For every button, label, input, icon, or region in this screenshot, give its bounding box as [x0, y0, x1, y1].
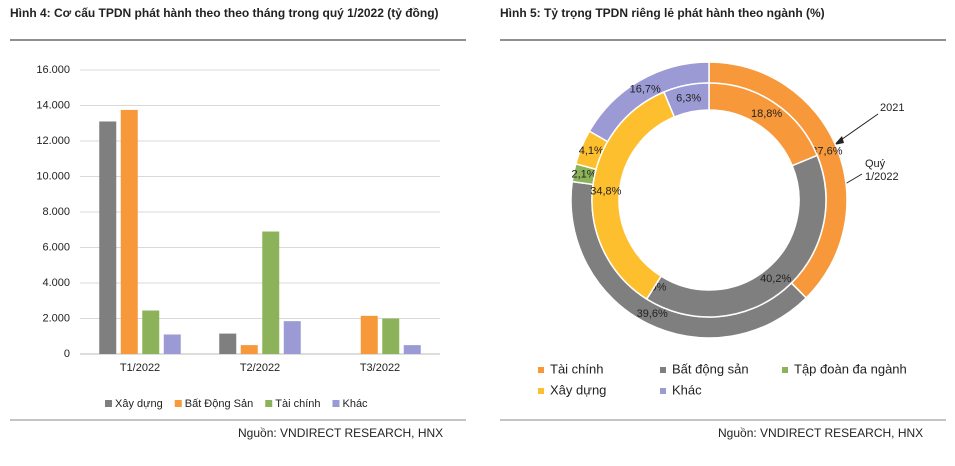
legend-label: Tài chính [550, 361, 603, 376]
data-label: 18,8% [751, 108, 782, 120]
x-tick-label: T2/2022 [240, 362, 280, 374]
legend-swatch [174, 400, 182, 407]
bar [99, 121, 117, 354]
bar [360, 315, 378, 354]
legend-label: Khác [672, 382, 702, 397]
bar [262, 231, 280, 354]
data-label: 39,6% [637, 308, 668, 320]
legend-swatch [105, 400, 112, 407]
bar [219, 333, 237, 354]
y-tick-label: 14.000 [36, 99, 70, 111]
data-label: 2,1% [571, 169, 596, 181]
y-tick-label: 4.000 [42, 277, 70, 289]
legend-label: Bất động sản [672, 361, 749, 376]
legend-swatch [660, 388, 666, 394]
legend-swatch [538, 367, 544, 373]
y-tick-label: 2.000 [42, 312, 70, 324]
bar [142, 310, 160, 354]
source: Nguồn: VNDIRECT RESEARCH, HNX [238, 426, 444, 440]
donut-slice [662, 82, 710, 118]
data-label: 6,3% [676, 92, 701, 104]
legend-swatch [332, 400, 340, 407]
legend-swatch [660, 367, 666, 373]
ring-label: 2021 [880, 102, 905, 114]
data-label: 16,7% [630, 84, 661, 96]
y-tick-label: 8.000 [42, 206, 70, 218]
legend-label: Bất Động Sản [185, 398, 254, 410]
legend-label: Tài chính [275, 398, 320, 410]
bar [403, 345, 421, 354]
data-label: 4,1% [579, 145, 604, 157]
legend-label: Xây dựng [115, 398, 163, 410]
legend-label: Tập đoàn đa ngành [794, 361, 907, 376]
source: Nguồn: VNDIRECT RESEARCH, HNX [718, 426, 924, 440]
x-tick-label: T3/2022 [360, 362, 400, 374]
chart-title: Hình 5: Tỷ trọng TPDN riêng lẻ phát hành… [500, 6, 825, 20]
legend-label: Xây dựng [550, 382, 606, 397]
bar [283, 321, 301, 354]
chart-title: Hình 4: Cơ cấu TPDN phát hành theo theo … [10, 6, 439, 20]
legend-label: Khác [342, 398, 368, 410]
data-label: 34,8% [590, 185, 621, 197]
x-tick-label: T1/2022 [120, 362, 160, 374]
arrow [837, 113, 879, 143]
data-label: 37,6% [811, 145, 842, 157]
bar [382, 318, 400, 354]
legend-swatch [782, 367, 788, 373]
legend-swatch [265, 400, 273, 407]
ring-label: Quý 1/2022 [865, 158, 899, 183]
y-tick-label: 10.000 [36, 170, 70, 182]
y-tick-label: 6.000 [42, 241, 70, 253]
data-label: 40,2% [760, 273, 791, 285]
bar [120, 109, 138, 354]
y-tick-label: 0 [64, 348, 70, 360]
bar [240, 345, 258, 354]
arrow-head [834, 136, 844, 145]
y-tick-label: 12.000 [36, 135, 70, 147]
legend-swatch [538, 388, 544, 394]
bar [163, 334, 181, 354]
y-tick-label: 16.000 [36, 64, 70, 76]
